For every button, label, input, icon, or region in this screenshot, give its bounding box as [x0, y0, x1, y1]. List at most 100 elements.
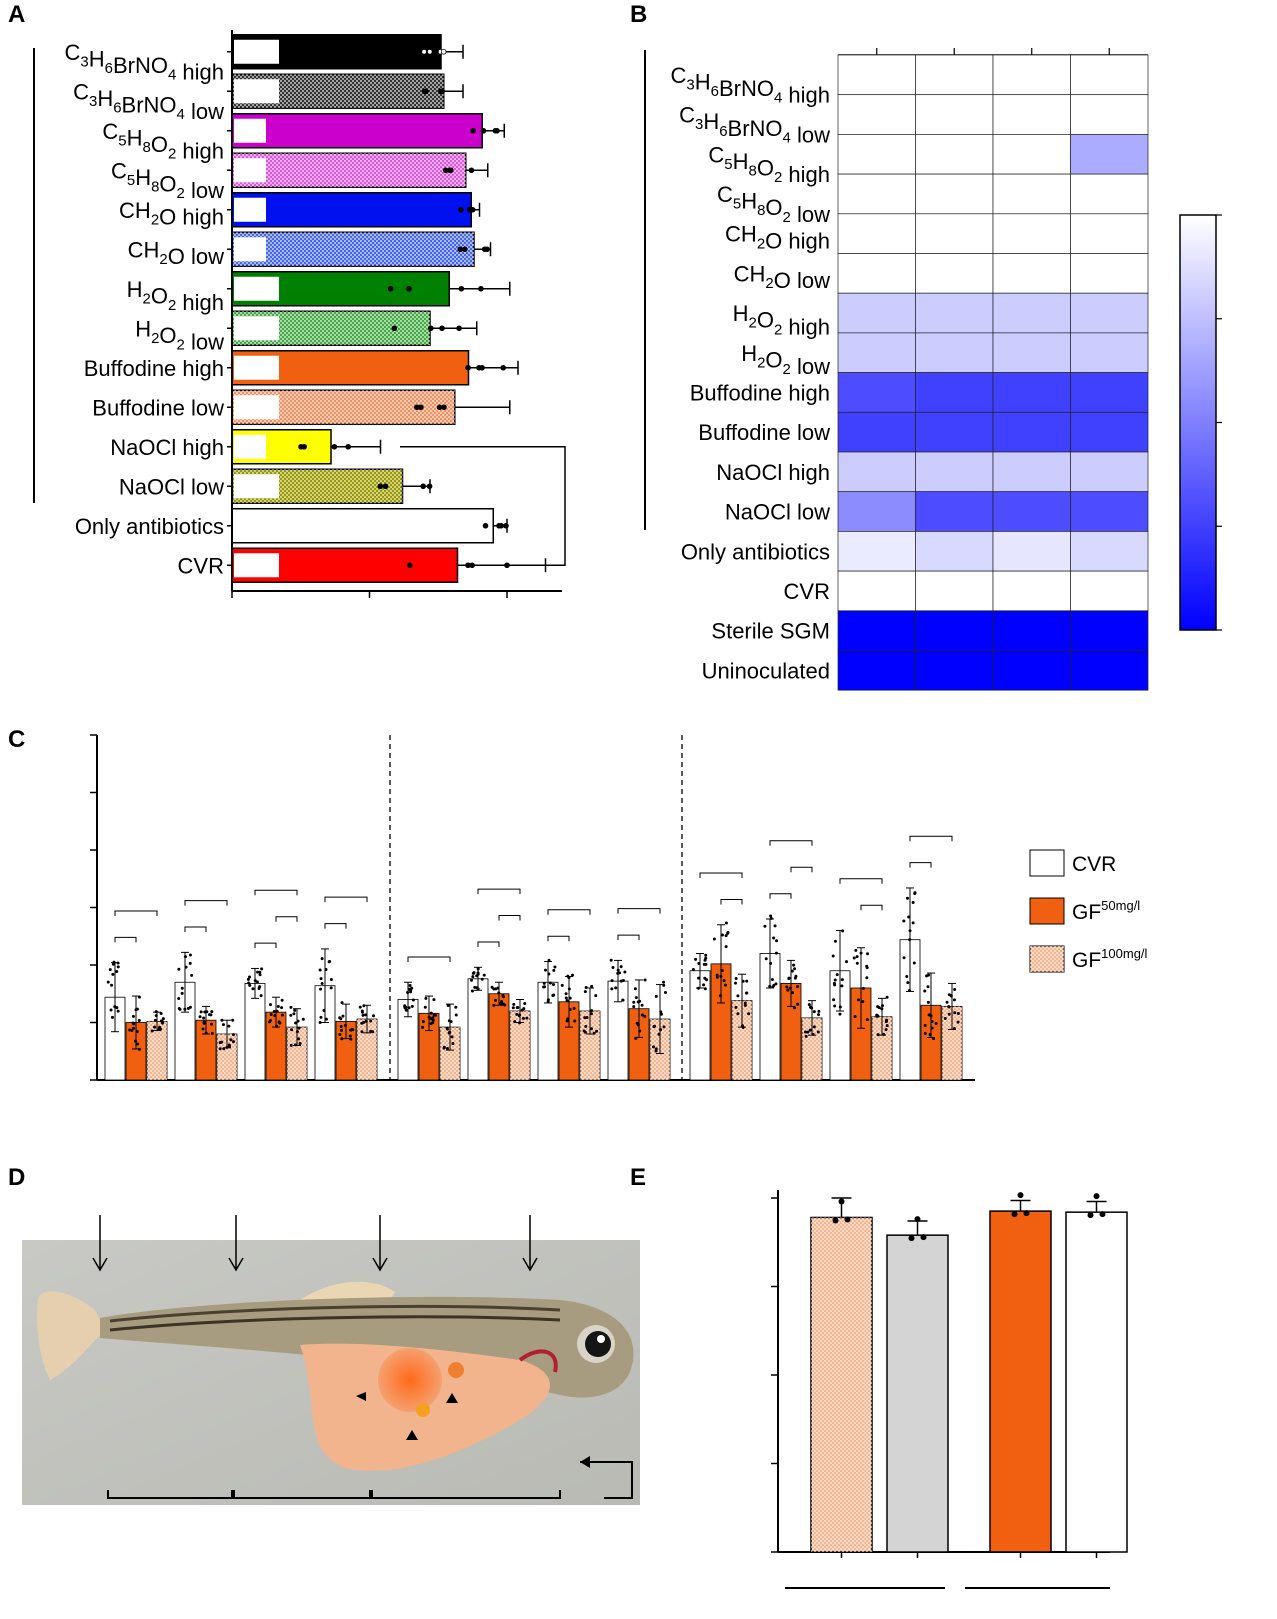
- sig-bracket-0-2-2: [254, 889, 298, 896]
- sig-bracket-1-1-0: [477, 941, 500, 947]
- dot-0-1-2-13: [220, 1040, 224, 1044]
- dot-2-3-2-6: [947, 1005, 951, 1009]
- dot-1-3-1-9: [634, 996, 638, 1000]
- dot-0-1-1-10: [202, 1016, 206, 1020]
- dot-0-2-1-5: [268, 1020, 272, 1024]
- heatmap-cell-3-0: [837, 173, 916, 215]
- heatmap-cell-14-0: [837, 610, 916, 651]
- dot-1-3-2-9: [663, 991, 667, 995]
- dot-0-3-1-5: [340, 1037, 344, 1041]
- dot-0-1-2-2: [218, 1047, 222, 1051]
- dot-2-0-2-10: [736, 1012, 740, 1016]
- dot-2-0-2-2: [733, 981, 737, 985]
- dot-8-3: [476, 364, 482, 371]
- dot-2-3-0-12: [907, 915, 911, 919]
- dot-2-3-2-5: [947, 1012, 951, 1016]
- dot-2-0-0-6: [702, 983, 706, 987]
- dot-2-2: [1023, 1210, 1030, 1217]
- oil-droplet-small-2: [416, 1403, 430, 1417]
- dot-0-3-1-9: [340, 1028, 344, 1032]
- dot-1-1-2-1: [518, 1021, 522, 1025]
- dot-11-2: [420, 483, 426, 490]
- dot-1-2-0-8: [546, 999, 550, 1003]
- dot-2-3-0-10: [906, 896, 910, 900]
- dot-1-1-0-13: [476, 967, 480, 971]
- dot-0-1-0-7: [177, 967, 181, 971]
- n-label-box-8: [234, 355, 279, 380]
- dot-2-1: [470, 127, 477, 134]
- dot-1-0-0-10: [407, 987, 411, 991]
- dot-0-1-0-4: [180, 986, 184, 990]
- dot-1-1-1-3: [492, 987, 496, 991]
- dot-0-3-2-7: [369, 1029, 373, 1033]
- dot-0-2-2-11: [295, 1030, 299, 1034]
- dot-2-0-0-9: [697, 962, 701, 966]
- heatmap-cell-5-1: [915, 253, 994, 294]
- dot-2-2-0-12: [840, 978, 844, 982]
- dot-2-2-2-9: [876, 1014, 880, 1018]
- dot-2-2-1-7: [856, 998, 860, 1002]
- dot-2-0-2-0: [734, 1005, 738, 1009]
- dot-2-1-1-7: [786, 988, 790, 992]
- dot-0-2-2-2: [297, 1026, 301, 1030]
- dot-0-2-1-10: [269, 1013, 273, 1017]
- dot-0-1-0-9: [190, 973, 194, 977]
- dot-1-3-1-8: [643, 978, 647, 982]
- dot-0-0-0-9: [108, 968, 112, 972]
- dot-0-2-0-8: [258, 973, 262, 977]
- bar-pattern-1-0-2: [440, 1027, 460, 1080]
- dot-0-2-0-5: [246, 977, 250, 981]
- row-label-3: C5H8O2 low: [717, 182, 830, 227]
- dot-0-0-0-11: [115, 969, 119, 973]
- dot-2-1-0-8: [769, 916, 773, 920]
- dot-0-2-1-12: [268, 1003, 272, 1007]
- n-label-box-11: [234, 474, 279, 499]
- dot-1-0-1-12: [421, 1025, 425, 1029]
- dot-0-1-2-5: [231, 1018, 235, 1022]
- dot-2-0-1-8: [724, 921, 728, 925]
- dot-2-0-2-5: [745, 979, 749, 983]
- category-label-11: NaOCl low: [119, 474, 224, 499]
- heatmap-cell-12-2: [992, 531, 1071, 572]
- dot-2-2-0-9: [832, 998, 836, 1002]
- dot-2-0-1-4: [724, 934, 728, 938]
- bar-pattern-0-2-2: [287, 1027, 307, 1080]
- heatmap-cell-13-3: [1070, 570, 1149, 612]
- dot-1-3-0-5: [619, 965, 623, 969]
- dot-2-3-0-13: [907, 988, 911, 992]
- dot-0-2-0-0: [259, 994, 263, 998]
- panel-c-bar-chart: CVR GF50mg/l GF100mg/l: [90, 734, 1148, 1081]
- heatmap-cell-14-3: [1070, 610, 1149, 651]
- dot-1-3-2-5: [662, 980, 666, 984]
- panel-letter-d: D: [8, 1164, 25, 1191]
- dot-1-2: [439, 88, 445, 95]
- dot-0-2: [421, 48, 427, 55]
- dot-2-0-0-7: [704, 962, 708, 966]
- dot-0-3-2-11: [363, 1013, 367, 1017]
- dot-1-0-0-2: [407, 1006, 411, 1010]
- category-label-13: CVR: [178, 553, 224, 578]
- dot-1-3-0-3: [616, 968, 620, 972]
- bar-pattern-3: [232, 153, 466, 188]
- dot-0-3-2-0: [372, 1014, 376, 1018]
- dot-1-0-1-6: [431, 1018, 435, 1022]
- row-label-4: CH2O high: [725, 222, 830, 254]
- row-label-5: CH2O low: [734, 261, 830, 293]
- dot-3-0: [1087, 1212, 1094, 1219]
- body-stripe-1: [109, 1304, 561, 1323]
- dot-0-0-1-5: [137, 1019, 141, 1023]
- dot-2-3-1-12: [932, 1037, 936, 1041]
- dot-0-1-1-11: [198, 1015, 202, 1019]
- dot-1-2-2-5: [589, 1027, 593, 1031]
- n-label-box-4: [234, 197, 266, 222]
- legend-label-0: CVR: [1072, 853, 1116, 876]
- dot-1-3-1-11: [636, 1000, 640, 1004]
- dot-0-1-2-3: [229, 1038, 233, 1042]
- heatmap-cell-9-0: [837, 411, 916, 453]
- dot-2-0-1-13: [720, 969, 724, 973]
- heatmap-cell-14-2: [992, 610, 1071, 651]
- dot-1-3-0-9: [619, 979, 623, 983]
- dot-0-3-0-3: [320, 957, 324, 961]
- region-bracket-1: [233, 1490, 371, 1499]
- bar-pattern-1-1-2: [510, 1011, 530, 1080]
